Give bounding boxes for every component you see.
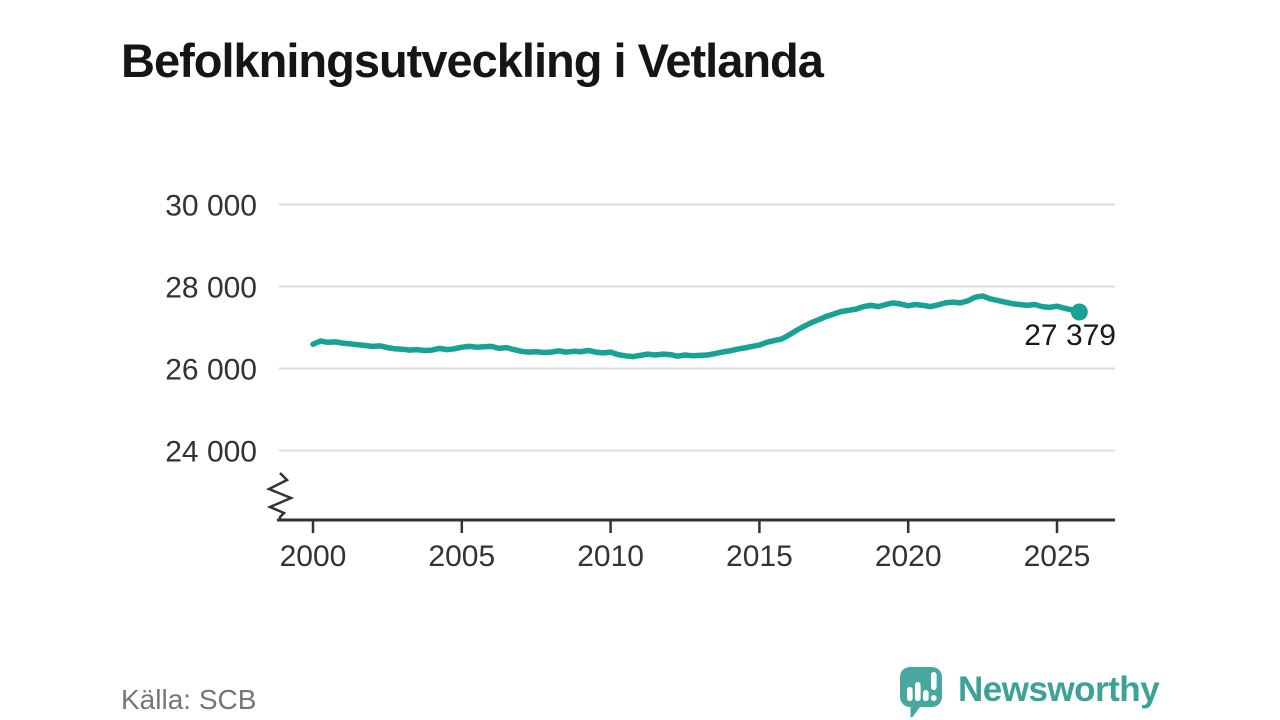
source-note: Källa: SCB <box>121 684 257 715</box>
x-axis-tick-label: 2020 <box>875 540 942 573</box>
series-end-value-label: 27 379 <box>1024 319 1116 352</box>
page-title: Befolkningsutveckling i Vetlanda <box>121 34 824 88</box>
newsworthy-speech-bubble-chart-icon <box>900 667 942 718</box>
y-axis-tick-label: 24 000 <box>165 436 257 469</box>
y-axis-tick-label: 26 000 <box>165 354 257 387</box>
y-axis-tick-label: 30 000 <box>165 190 257 223</box>
x-axis-tick-label: 2000 <box>280 540 347 573</box>
population-series-line <box>310 293 1083 360</box>
series-endpoint-marker <box>1070 303 1088 321</box>
x-axis-tick-label: 2025 <box>1024 540 1091 573</box>
x-axis-tick-label: 2010 <box>577 540 644 573</box>
newsworthy-wordmark: Newsworthy <box>958 670 1160 709</box>
newsworthy-logo: Newsworthy <box>899 666 1160 718</box>
x-axis-tick-label: 2015 <box>726 540 793 573</box>
y-axis-tick-label: 28 000 <box>165 272 257 305</box>
y-axis-break-icon <box>265 472 295 520</box>
x-axis-tick-label: 2005 <box>428 540 495 573</box>
